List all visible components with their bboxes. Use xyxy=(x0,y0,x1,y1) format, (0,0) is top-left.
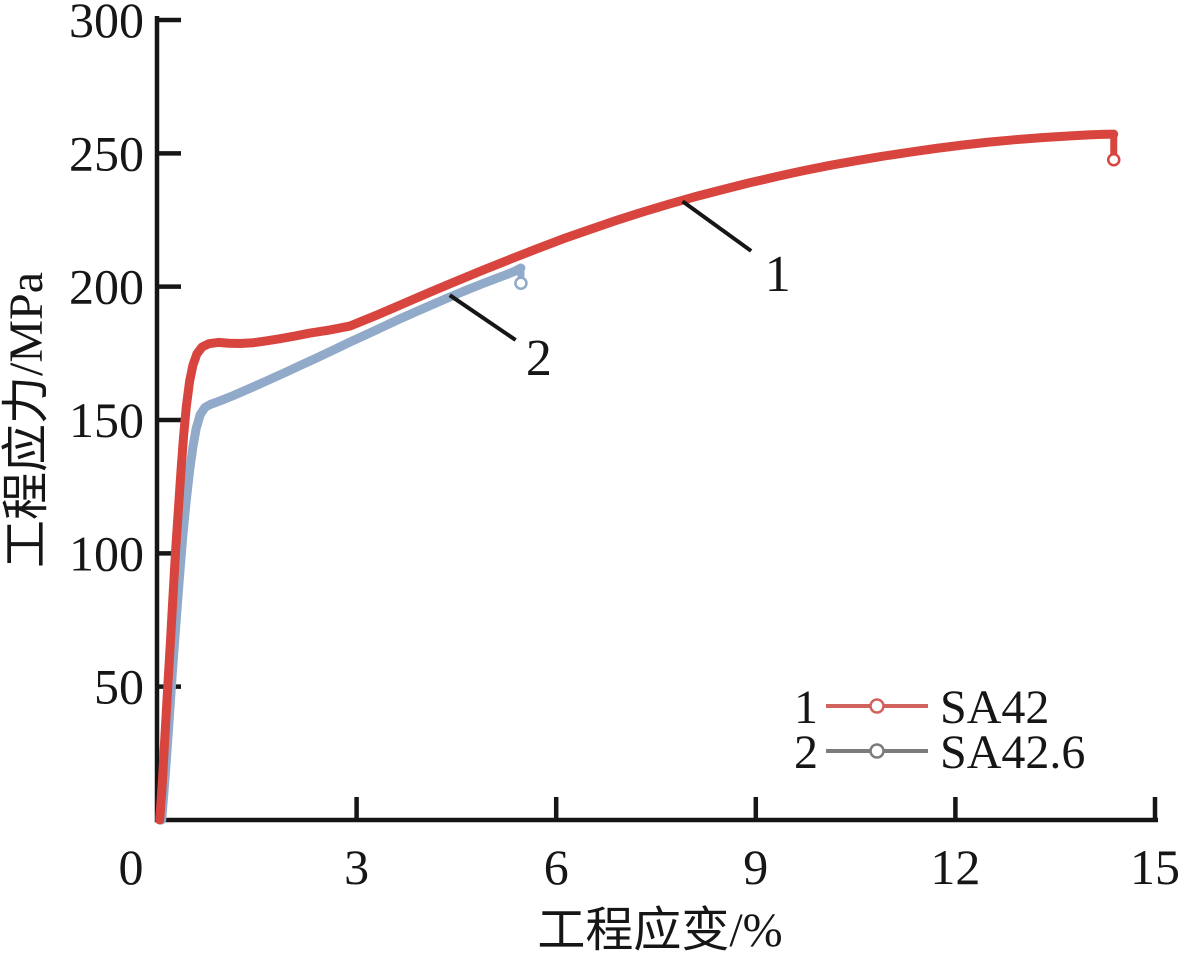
x-tick-label: 12 xyxy=(930,839,980,895)
annotation-1-label: 1 xyxy=(765,246,791,303)
x-tick-label: 15 xyxy=(1130,839,1180,895)
curve-sa42-end-marker-icon xyxy=(1106,152,1121,167)
curve-sa42-6-end-marker-icon xyxy=(514,276,528,290)
x-tick-label: 9 xyxy=(743,839,768,895)
legend-entry-1-number: 1 xyxy=(794,681,818,734)
legend: 1 SA42 2 SA42.6 xyxy=(794,681,1085,779)
y-tick-label: 300 xyxy=(69,0,144,48)
legend-entry-2-marker-icon xyxy=(869,743,885,759)
legend-entry-2-number: 2 xyxy=(794,726,818,779)
y-tick-label: 250 xyxy=(69,125,144,181)
y-tick-label: 50 xyxy=(94,659,144,715)
annotation-1-leader-line xyxy=(681,199,753,253)
y-tick-label: 100 xyxy=(69,525,144,581)
annotation-2-leader-line xyxy=(448,293,517,342)
legend-entry-1-marker-icon xyxy=(869,698,885,714)
curve-sa42 xyxy=(155,129,1119,825)
legend-entry-sa42-6: 2 SA42.6 xyxy=(794,726,1085,779)
x-tick-label: 6 xyxy=(544,839,569,895)
y-tick-label: 200 xyxy=(69,259,144,315)
annotation-2-label: 2 xyxy=(526,330,552,387)
legend-entry-1-label: SA42 xyxy=(940,681,1049,734)
curve-sa42-6 xyxy=(157,263,526,825)
y-tick-label: 150 xyxy=(69,392,144,448)
y-axis-title: 工程应力/MPa xyxy=(0,272,53,568)
legend-entry-2-label: SA42.6 xyxy=(940,726,1085,779)
x-tick-label: 0 xyxy=(119,839,144,895)
x-axis-title: 工程应变/% xyxy=(537,904,782,957)
x-tick-label: 3 xyxy=(344,839,369,895)
legend-entry-sa42: 1 SA42 xyxy=(794,681,1049,734)
